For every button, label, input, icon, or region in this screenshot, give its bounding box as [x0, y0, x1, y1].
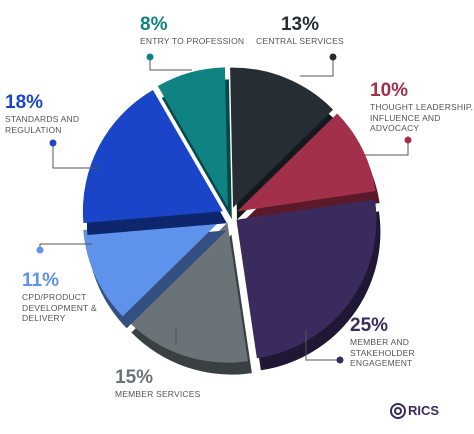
slice-top [82, 90, 223, 224]
leader-dot [146, 53, 154, 61]
slice [236, 199, 381, 371]
slice-label: 15% MEMBER SERVICES [115, 367, 225, 400]
slice-top [83, 218, 223, 317]
category-label: THOUGHT LEADERSHIP, INFLUENCE AND ADVOCA… [370, 102, 474, 133]
slice-label: 11% CPD/PRODUCT DEVELOPMENT & DELIVERY [22, 270, 102, 324]
leader-line [52, 143, 100, 169]
leader-line [39, 243, 92, 250]
leader-line [305, 330, 340, 361]
slice [82, 90, 227, 236]
value-label: 11% [22, 270, 59, 291]
category-label: MEMBER SERVICES [115, 389, 201, 399]
category-label: MEMBER AND STAKEHOLDER ENGAGEMENT [350, 337, 415, 368]
slice-top [127, 222, 248, 363]
slice-label: 13% CENTRAL SERVICES [240, 14, 360, 47]
leader-dot [404, 136, 412, 144]
slice-label: 10% THOUGHT LEADERSHIP, INFLUENCE AND ADV… [370, 80, 474, 134]
category-label: CPD/PRODUCT DEVELOPMENT & DELIVERY [22, 292, 97, 323]
slice [157, 67, 232, 220]
value-label: 18% [5, 92, 44, 113]
leader-dot [336, 356, 344, 364]
value-label: 10% [370, 80, 409, 101]
leader-dot [172, 344, 180, 352]
slice [230, 67, 338, 220]
slice-top [236, 199, 377, 359]
slice-top [157, 67, 228, 208]
value-label: 8% [140, 14, 168, 35]
category-label: ENTRY TO PROFESSION [140, 36, 245, 46]
leader-line [300, 57, 334, 77]
leader-dot [329, 53, 337, 61]
logo-icon [390, 403, 406, 419]
value-label: 25% [350, 315, 389, 336]
value-label: 13% [280, 14, 320, 35]
value-label: 15% [115, 367, 154, 388]
slice [83, 218, 227, 329]
slice-top [237, 113, 376, 212]
logo: RICS [408, 403, 440, 418]
pie [82, 67, 381, 375]
leader-dot [49, 139, 57, 147]
slice-top [230, 67, 334, 208]
leader-dot [36, 246, 44, 254]
leader-line [365, 140, 409, 156]
slice [237, 113, 380, 224]
category-label: CENTRAL SERVICES [256, 36, 344, 46]
slice-label: 18% STANDARDS AND REGULATION [5, 92, 95, 135]
category-label: STANDARDS AND REGULATION [5, 114, 80, 135]
slice-label: 8% ENTRY TO PROFESSION [140, 14, 260, 47]
slice-label: 25% MEMBER AND STAKEHOLDER ENGAGEMENT [350, 315, 460, 369]
slice [127, 222, 252, 375]
leader-line [149, 57, 192, 71]
